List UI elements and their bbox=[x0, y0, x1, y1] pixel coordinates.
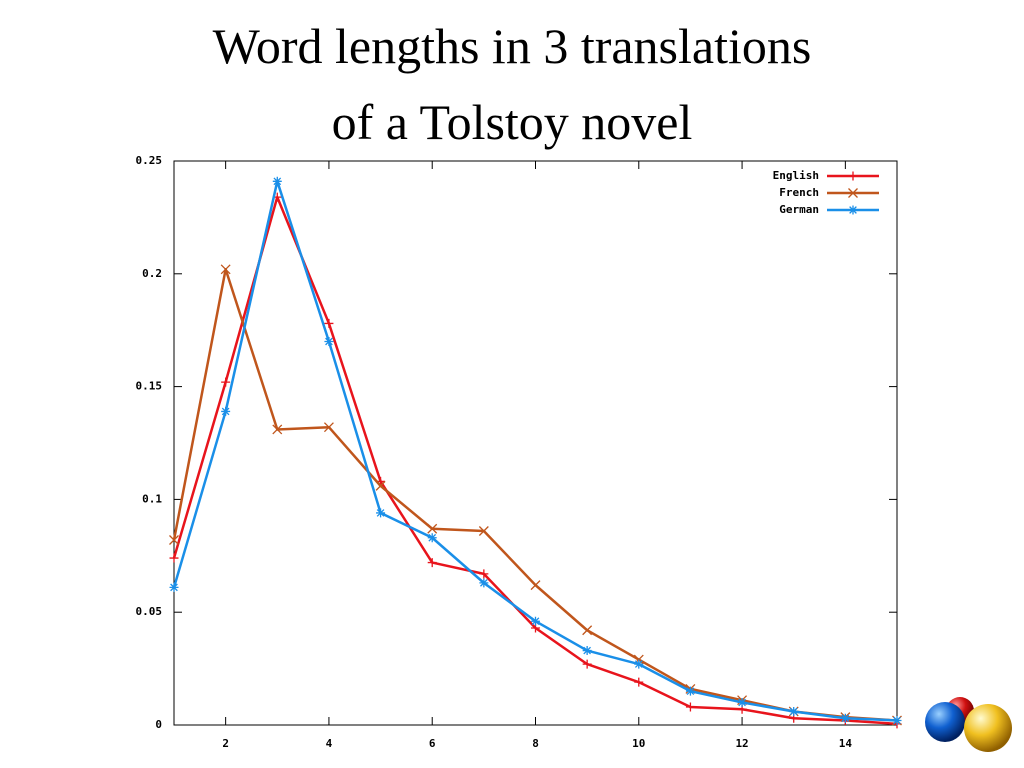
y-tick-label: 0 bbox=[155, 718, 162, 731]
point-marker bbox=[848, 188, 858, 198]
point-marker bbox=[531, 616, 540, 626]
chart-title: of a Tolstoy novel bbox=[332, 94, 693, 150]
point-marker bbox=[634, 677, 644, 687]
x-tick-label: 12 bbox=[735, 737, 748, 750]
point-marker bbox=[737, 697, 747, 707]
point-marker bbox=[789, 706, 799, 716]
x-tick-label: 2 bbox=[222, 737, 229, 750]
point-marker bbox=[582, 625, 593, 636]
point-marker bbox=[324, 336, 334, 346]
y-tick-label: 0.2 bbox=[142, 267, 162, 280]
legend-label: French bbox=[779, 186, 819, 199]
point-marker bbox=[221, 377, 231, 387]
x-tick-label: 8 bbox=[532, 737, 539, 750]
x-tick-label: 14 bbox=[839, 737, 853, 750]
y-tick-label: 0.1 bbox=[142, 492, 162, 505]
point-marker bbox=[848, 171, 858, 181]
point-marker bbox=[479, 569, 489, 579]
point-marker bbox=[530, 580, 541, 591]
point-marker bbox=[221, 406, 231, 416]
point-marker bbox=[685, 702, 695, 712]
point-marker bbox=[324, 318, 334, 328]
series-line bbox=[172, 195, 898, 726]
series-line bbox=[172, 268, 898, 722]
legend-label: German bbox=[779, 203, 819, 216]
point-marker bbox=[840, 713, 850, 723]
point-marker bbox=[427, 523, 438, 534]
series-line bbox=[172, 180, 898, 722]
point-marker bbox=[376, 508, 386, 518]
point-marker bbox=[427, 558, 437, 568]
point-marker bbox=[220, 264, 231, 275]
point-marker bbox=[427, 533, 437, 543]
point-marker bbox=[634, 659, 644, 669]
chart-title: Word lengths in 3 translations bbox=[213, 18, 812, 74]
plot-frame bbox=[173, 160, 898, 726]
point-marker bbox=[848, 205, 858, 215]
point-marker bbox=[479, 578, 489, 588]
point-marker bbox=[892, 715, 902, 725]
point-marker bbox=[272, 424, 283, 435]
decoration-balls bbox=[925, 697, 1012, 752]
point-marker bbox=[272, 176, 282, 186]
x-tick-label: 10 bbox=[632, 737, 645, 750]
point-marker bbox=[685, 686, 695, 696]
point-marker bbox=[582, 646, 592, 656]
y-tick-label: 0.15 bbox=[136, 380, 163, 393]
point-marker bbox=[323, 422, 334, 433]
point-marker bbox=[582, 659, 592, 669]
point-marker bbox=[169, 553, 179, 563]
y-tick-label: 0.05 bbox=[136, 605, 163, 618]
point-marker bbox=[375, 480, 386, 491]
point-marker bbox=[169, 535, 179, 545]
point-marker bbox=[169, 582, 179, 592]
point-marker bbox=[478, 526, 489, 536]
y-tick-label: 0.25 bbox=[136, 154, 163, 167]
x-tick-label: 6 bbox=[429, 737, 436, 750]
legend-label: English bbox=[773, 169, 819, 182]
x-tick-label: 4 bbox=[326, 737, 333, 750]
